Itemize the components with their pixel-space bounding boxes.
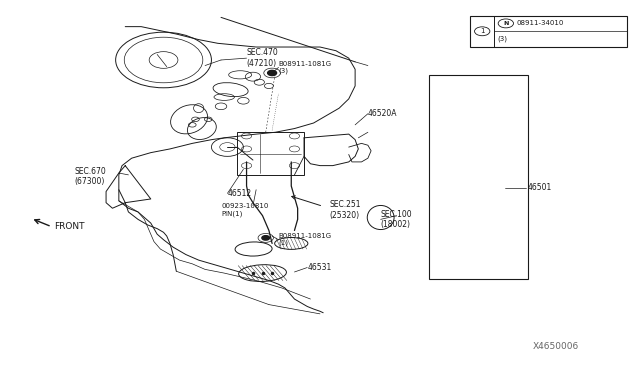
Text: X4650006: X4650006 (533, 342, 579, 351)
Text: FRONT: FRONT (54, 222, 84, 231)
Text: (3): (3) (497, 36, 508, 42)
Circle shape (262, 235, 269, 240)
Text: SEC.470
(47210): SEC.470 (47210) (246, 48, 278, 68)
Text: B08911-1081G
(1): B08911-1081G (1) (278, 233, 332, 247)
Bar (237, 132, 304, 175)
Text: B08911-1081G
(3): B08911-1081G (3) (278, 61, 332, 74)
Text: 46501: 46501 (527, 183, 552, 192)
Text: 08911-34010: 08911-34010 (516, 20, 563, 26)
Text: 46531: 46531 (307, 263, 332, 272)
Text: 46512: 46512 (227, 189, 252, 198)
Text: 46520A: 46520A (368, 109, 397, 118)
Circle shape (268, 70, 276, 76)
Text: SEC.670
(67300): SEC.670 (67300) (74, 167, 106, 186)
Bar (429, 75, 527, 279)
Text: 00923-10810
PIN(1): 00923-10810 PIN(1) (221, 203, 268, 217)
Text: SEC.100
(18002): SEC.100 (18002) (381, 210, 412, 229)
Text: 1: 1 (480, 28, 484, 34)
Text: SEC.251
(25320): SEC.251 (25320) (330, 201, 361, 220)
Text: N: N (503, 21, 509, 26)
Bar (470, 16, 627, 47)
